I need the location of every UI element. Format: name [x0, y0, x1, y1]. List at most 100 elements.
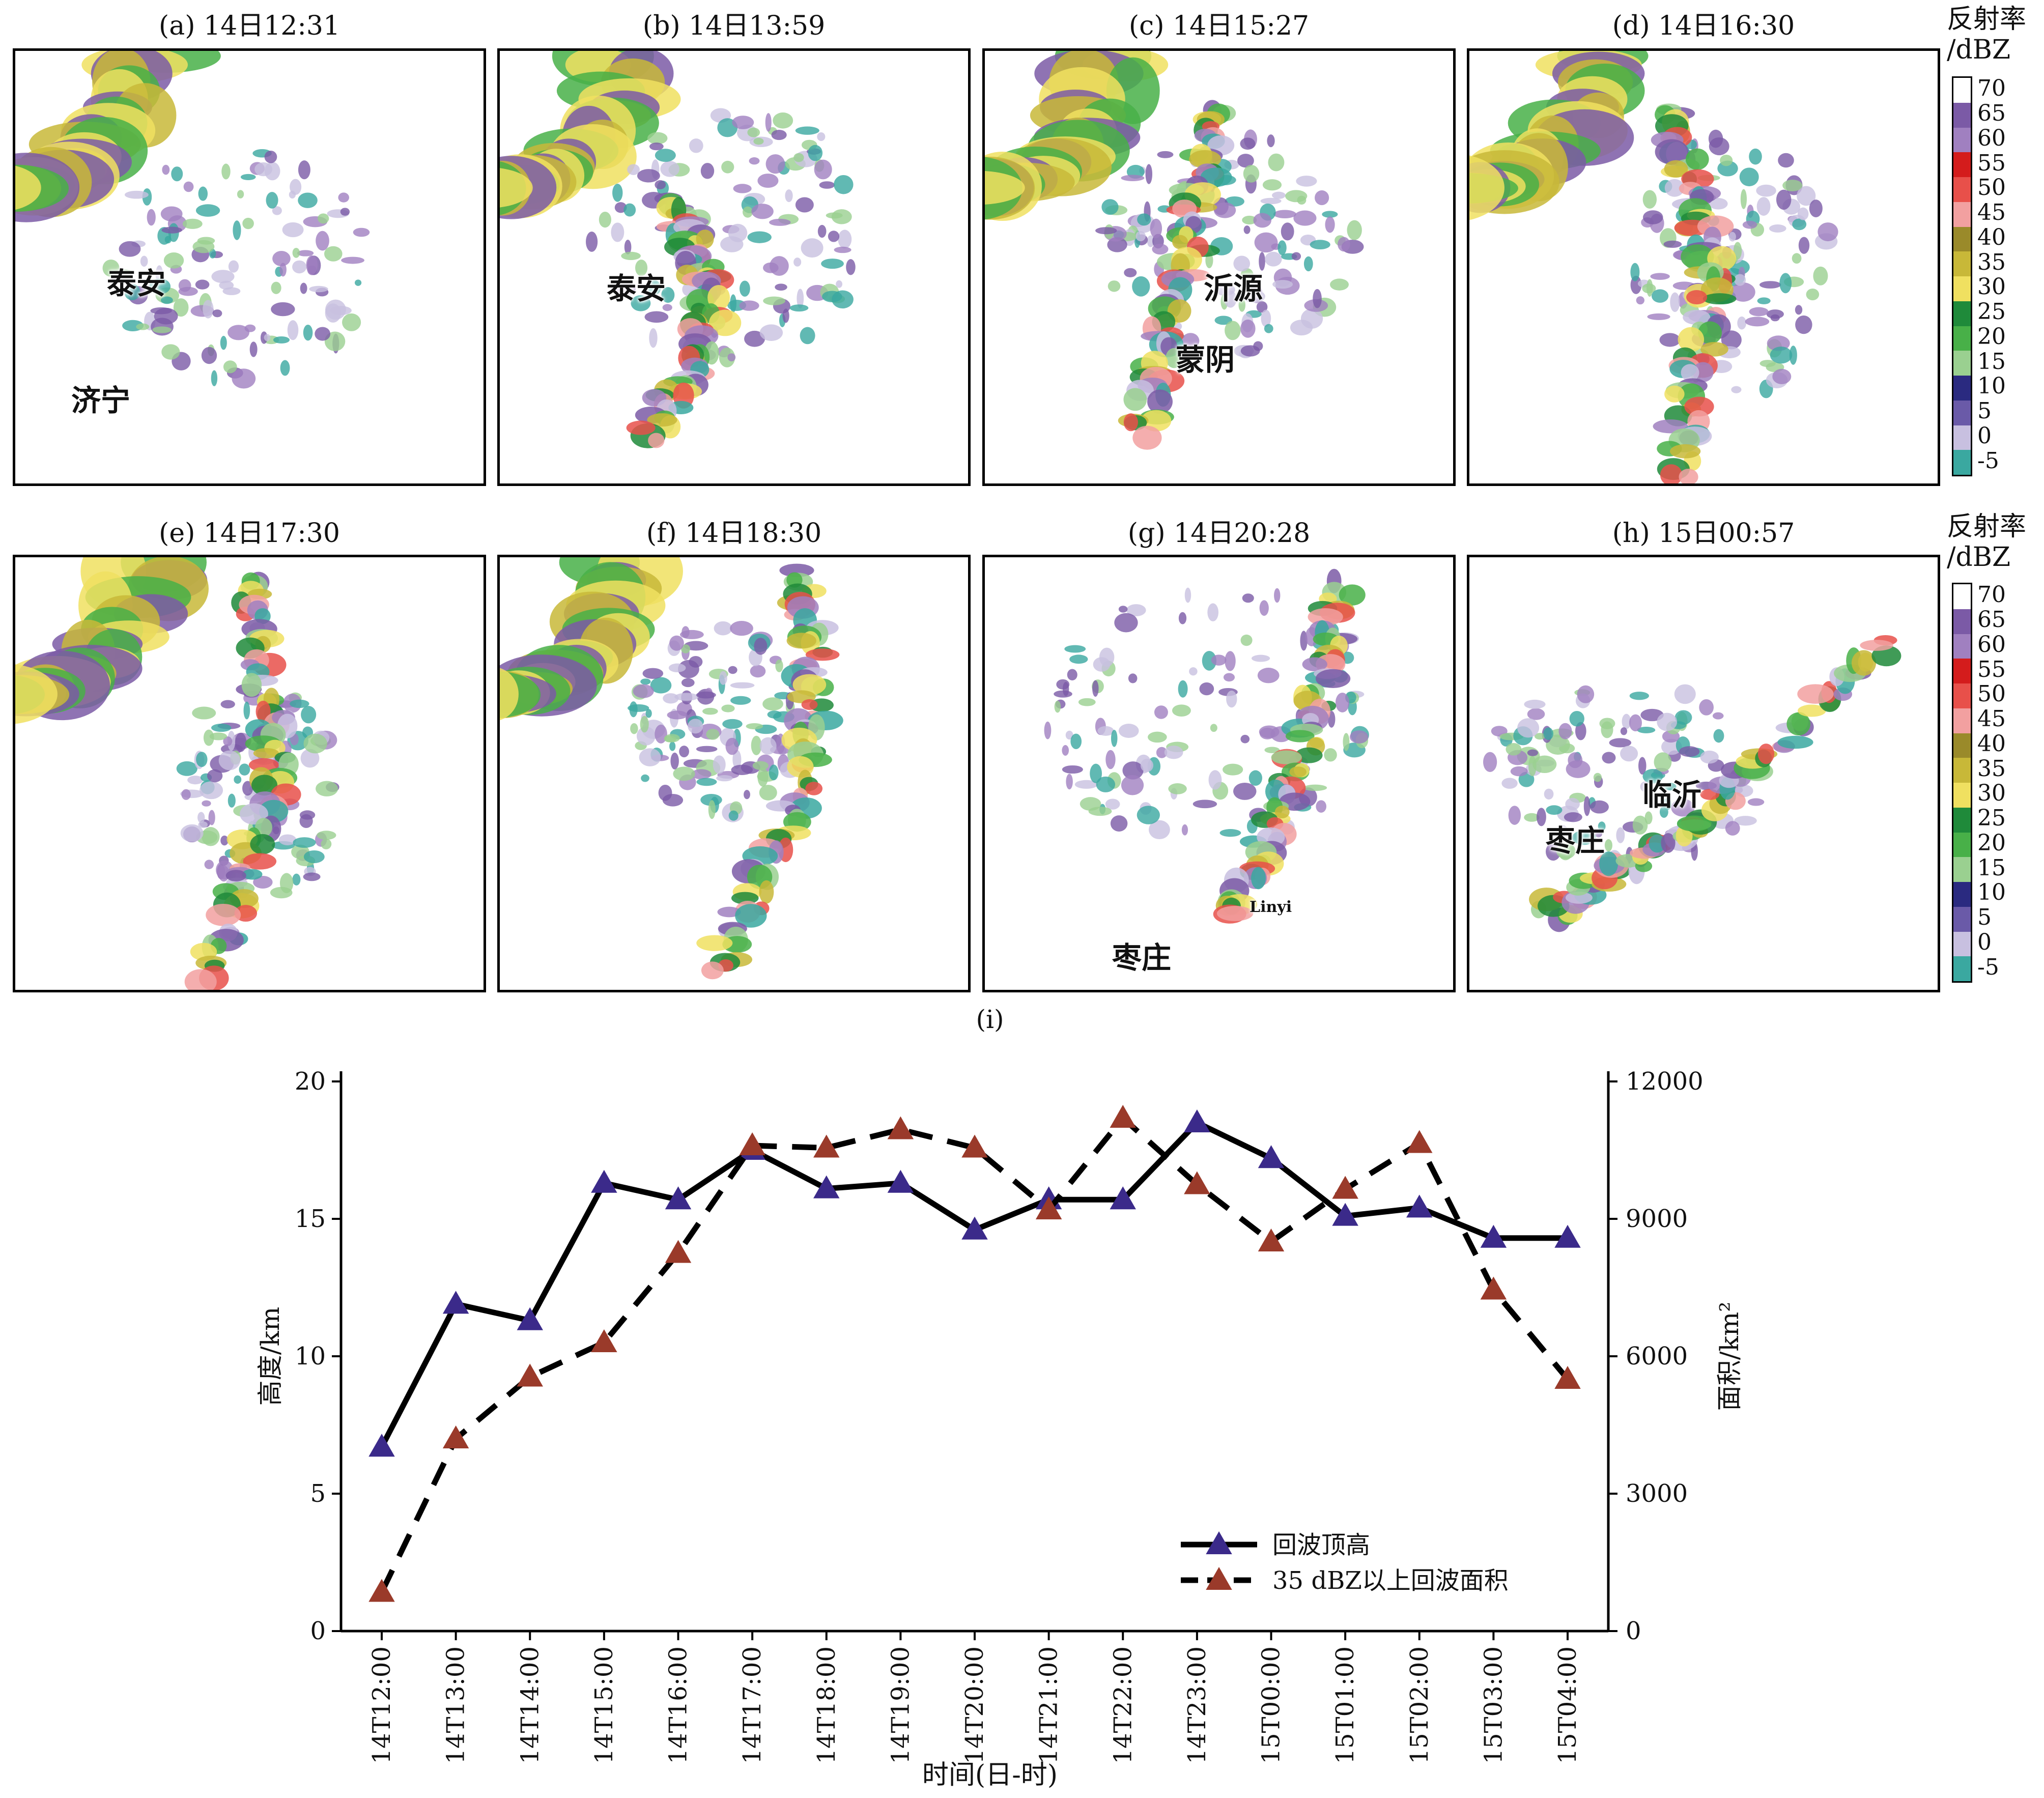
echo-blob: [242, 869, 263, 880]
echo-blob: [793, 258, 802, 267]
echo-blob: [1527, 708, 1545, 720]
echo-blob: [161, 296, 173, 304]
echo-blob: [1766, 309, 1784, 319]
echo-blob: [696, 935, 733, 951]
echo-top-height-marker: [591, 1169, 617, 1193]
echo-blob: [1655, 139, 1689, 165]
echo-blob: [1233, 782, 1257, 800]
colorbar-swatch: [1953, 708, 1971, 733]
echo-blob: [1092, 680, 1099, 697]
echo-blob: [1268, 153, 1285, 172]
echo-blob: [1731, 386, 1742, 393]
echo-blob: [1145, 164, 1153, 184]
echo-blob: [1271, 750, 1302, 764]
echo-blob: [1818, 222, 1838, 242]
echo-blob: [725, 737, 739, 755]
echo-blob: [1097, 726, 1114, 736]
echo-blob: [202, 800, 211, 807]
echo-blob: [1223, 763, 1243, 776]
echo-blob: [353, 227, 370, 237]
echo-blob: [187, 776, 204, 785]
colorbar-tick-label: 30: [1977, 274, 2006, 300]
colorbar-swatch: [1953, 906, 1971, 932]
colorbar-title-line2: /dBZ: [1947, 542, 2011, 573]
echo-blob: [154, 307, 178, 325]
echo-blob: [180, 824, 204, 842]
x-axis-tick-label: 15T00:00: [1257, 1646, 1286, 1764]
echo-blob: [1777, 735, 1813, 749]
echo-blob: [1678, 327, 1705, 352]
echo-blob: [240, 174, 256, 180]
echo-blob: [1757, 297, 1771, 304]
colorbar-swatch: [1953, 177, 1971, 202]
echo-blob: [1322, 211, 1338, 218]
echo-blob: [161, 344, 180, 360]
echo-blob: [749, 157, 760, 165]
colorbar-title-line2: /dBZ: [1947, 35, 2011, 65]
echo-blob: [985, 171, 1025, 205]
echo-blob: [1747, 798, 1765, 806]
colorbar-tick-label: 50: [1977, 681, 2006, 707]
echo-blob: [1105, 750, 1116, 769]
echo-blob: [1147, 235, 1154, 247]
echo-blob: [303, 324, 313, 341]
echo-blob: [298, 160, 310, 180]
echo-blob: [1669, 444, 1701, 459]
echo-blob: [797, 289, 804, 308]
echo-blob: [254, 162, 273, 177]
echo-blob: [662, 793, 684, 807]
echo-blob: [500, 168, 533, 208]
echo-blob: [1105, 798, 1120, 810]
echo-blob: [1259, 252, 1265, 271]
right-axis-tick-label: 0: [1626, 1617, 1641, 1645]
echo-blob: [1108, 280, 1121, 292]
echo-blob: [1679, 746, 1700, 757]
echo-blob: [1757, 744, 1775, 764]
echo-blob: [1216, 906, 1254, 921]
echo-blob: [218, 750, 241, 770]
panel-title: (b) 14日13:59: [642, 11, 826, 41]
echo-blob: [1642, 769, 1663, 784]
echo-blob: [1264, 324, 1273, 333]
echo-blob: [615, 283, 636, 295]
echo-top-height-marker: [813, 1175, 840, 1198]
echo-blob: [1662, 798, 1671, 810]
echo-blob: [176, 761, 197, 776]
colorbar-swatch: [1953, 758, 1971, 783]
colorbar-tick-label: 30: [1977, 780, 2006, 807]
echo-blob: [1121, 175, 1145, 181]
echo-blob: [316, 781, 338, 796]
echo-blob: [1154, 705, 1168, 719]
echo-blob: [1593, 773, 1602, 782]
echo-blob: [298, 192, 318, 208]
echo-blob: [1524, 813, 1540, 822]
x-axis-tick-label: 14T15:00: [590, 1646, 618, 1764]
echo-blob: [1636, 296, 1645, 305]
echo-blob: [271, 302, 295, 317]
echo-blob: [1199, 682, 1214, 696]
echo-blob: [1316, 800, 1327, 813]
echo-blob: [828, 231, 840, 242]
echo-blob: [743, 206, 753, 218]
x-axis-tick-label: 14T12:00: [367, 1646, 396, 1764]
colorbar-swatch: [1953, 783, 1971, 808]
left-axis-tick-label: 15: [295, 1205, 326, 1233]
echo-blob: [1546, 735, 1570, 755]
echo-blob: [1278, 240, 1287, 255]
echo-blob: [700, 794, 722, 806]
echo-blob: [727, 353, 736, 362]
echo-blob: [1065, 730, 1073, 740]
radar-panel: 临沂 枣庄: [1467, 555, 1940, 992]
echo-blob: [624, 240, 632, 254]
echo-blob: [801, 699, 818, 710]
echo-blob: [1537, 808, 1546, 826]
colorbar-swatch: [1953, 202, 1971, 227]
colorbar-tick-label: 60: [1977, 125, 2006, 151]
echo-blob: [740, 280, 750, 297]
echo-blob: [1224, 290, 1237, 308]
panel-title: (g) 14日20:28: [1127, 518, 1311, 549]
echo-blob: [1274, 588, 1281, 603]
echo-blob: [1806, 288, 1820, 301]
echo-blob: [223, 736, 233, 747]
colorbar-title-line1: 反射率: [1947, 4, 2027, 35]
